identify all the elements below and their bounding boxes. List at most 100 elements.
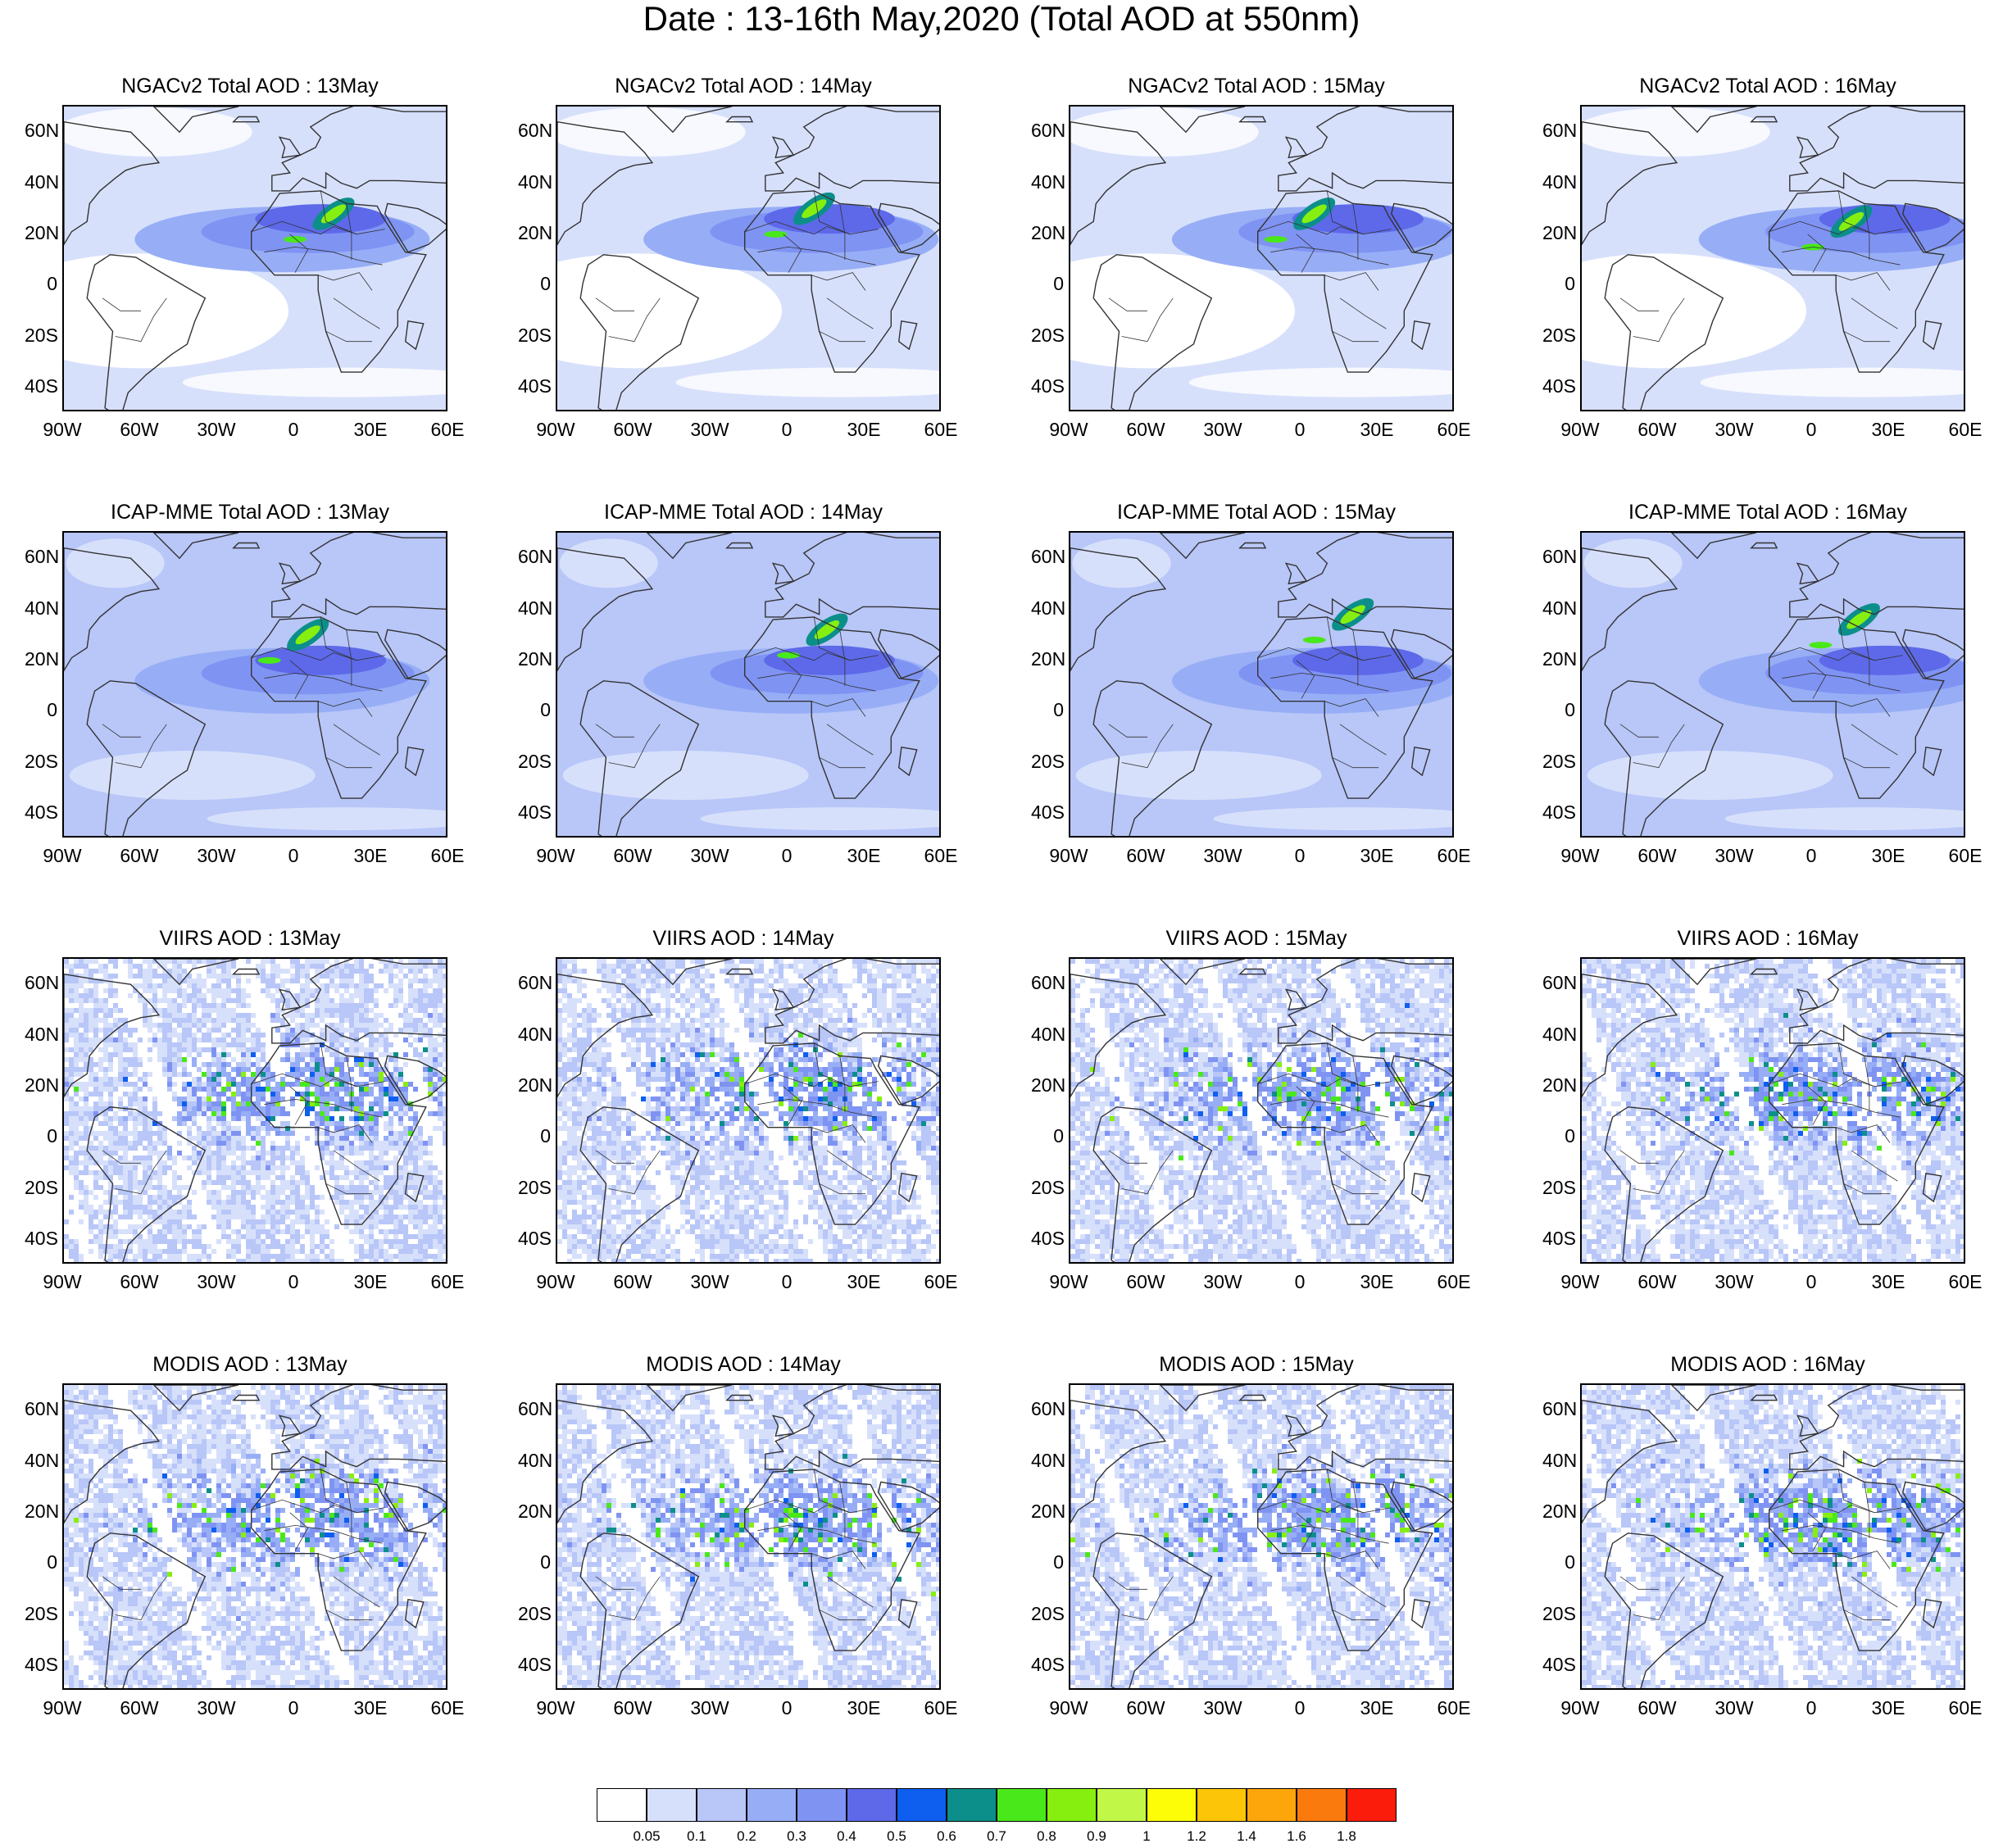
latitude-tick-label: 40N — [1542, 598, 1577, 618]
latitude-tick-label: 60N — [1031, 547, 1065, 566]
coastline — [579, 1532, 700, 1688]
coastline — [744, 616, 920, 799]
longitude-tick-label: 60E — [1933, 1698, 1998, 1718]
country-border — [115, 1150, 167, 1195]
latitude-tick-label: 20S — [1542, 1178, 1576, 1197]
country-border — [1782, 1098, 1901, 1118]
longitude-tick-label: 60W — [107, 1698, 172, 1718]
longitude-tick-label: 90W — [1547, 1272, 1613, 1292]
country-border — [1108, 297, 1147, 311]
aod-map — [557, 959, 939, 1262]
country-border — [325, 1183, 372, 1195]
country-border — [1296, 1512, 1315, 1551]
latitude-tick-label: 60N — [1031, 120, 1065, 140]
aod-map — [1070, 959, 1452, 1262]
colorbar-label: 1.2 — [1172, 1829, 1221, 1844]
panel-title: MODIS AOD : 13May — [57, 1352, 443, 1377]
country-border — [608, 297, 661, 343]
coastline — [725, 968, 754, 975]
country-border — [1326, 616, 1364, 661]
country-border — [1339, 1150, 1387, 1182]
latitude-tick-label: 0 — [518, 1552, 551, 1572]
map-panel: NGACv2 Total AOD : 14May 60N 40N 20N 0 20S 40S… — [518, 74, 977, 484]
country-border — [264, 1524, 383, 1544]
longitude-tick-label: 0 — [1267, 1698, 1333, 1718]
country-border — [1843, 1183, 1890, 1195]
aod-low-region — [559, 538, 658, 588]
coastline — [1922, 320, 1942, 351]
coastline — [1901, 629, 1964, 679]
country-border — [289, 1086, 309, 1125]
country-border — [1121, 297, 1174, 343]
country-border — [1837, 1469, 1875, 1514]
colorbar-swatch — [797, 1788, 847, 1822]
coastline — [1796, 562, 1819, 585]
latitude-tick-label: 60N — [518, 120, 552, 140]
country-border — [757, 1098, 876, 1118]
coastline — [897, 320, 918, 351]
map-panel: ICAP-MME Total AOD : 14May 60N 40N 20N 0 20S 4… — [518, 500, 977, 910]
coastline — [1159, 959, 1246, 986]
panel-title: NGACv2 Total AOD : 16May — [1575, 74, 1960, 98]
country-border — [1769, 1073, 1903, 1087]
longitude-tick-label: 60E — [908, 1272, 974, 1292]
map-frame — [1580, 1383, 1965, 1690]
country-border — [1270, 246, 1389, 266]
coastline — [152, 107, 239, 134]
country-border — [839, 1056, 846, 1112]
longitude-tick-label: 90W — [30, 420, 95, 439]
latitude-tick-label: 40S — [25, 376, 58, 396]
country-border — [1864, 203, 1870, 260]
country-border — [839, 629, 846, 686]
longitude-tick-label: 90W — [1036, 1272, 1101, 1292]
longitude-tick-label: 90W — [30, 1272, 95, 1292]
latitude-tick-label: 20N — [1031, 649, 1065, 669]
longitude-tick-label: 0 — [1778, 420, 1844, 439]
coastline — [1410, 746, 1431, 777]
colorbar-swatch — [1097, 1788, 1147, 1822]
longitude-tick-label: 90W — [523, 1272, 588, 1292]
aod-map — [1582, 533, 1964, 836]
country-border — [608, 724, 661, 769]
latitude-tick-label: 40N — [1542, 1024, 1577, 1044]
latitude-tick-label: 0 — [1031, 700, 1064, 720]
coastline — [1769, 616, 1945, 799]
panel-title: NGACv2 Total AOD : 14May — [551, 74, 936, 98]
coastline — [646, 959, 733, 986]
coastline — [771, 988, 795, 1011]
coastline — [765, 959, 939, 1044]
aod-hotspot — [814, 620, 840, 639]
coastline — [271, 107, 446, 192]
longitude-tick-label: 0 — [261, 420, 326, 439]
longitude-tick-label: 90W — [1036, 420, 1101, 439]
latitude-tick-label: 20N — [25, 223, 59, 243]
latitude-tick-label: 20N — [1542, 223, 1577, 243]
aod-low-region — [64, 253, 288, 369]
country-border — [115, 1576, 167, 1621]
longitude-tick-label: 0 — [754, 846, 820, 865]
country-border — [1843, 1609, 1890, 1621]
coastline — [1238, 542, 1267, 549]
aod-low-region — [1188, 367, 1452, 397]
latitude-tick-label: 0 — [25, 700, 57, 720]
colorbar-label: 0.3 — [772, 1829, 821, 1844]
coastline — [579, 680, 700, 836]
coastline — [384, 629, 446, 679]
coastline — [1070, 1399, 1167, 1524]
coastline — [897, 1598, 918, 1629]
country-border — [1836, 1551, 1891, 1569]
colorbar-swatch — [647, 1788, 697, 1822]
longitude-tick-label: 60E — [1933, 1272, 1998, 1292]
coastline — [1796, 136, 1819, 159]
longitude-tick-label: 60W — [600, 1698, 665, 1718]
latitude-tick-label: 40N — [518, 1451, 552, 1470]
map-panel: NGACv2 Total AOD : 15May 60N 40N 20N 0 20S 40S… — [1031, 74, 1490, 484]
country-border — [1332, 1183, 1378, 1195]
longitude-tick-label: 0 — [1267, 846, 1333, 865]
longitude-tick-label: 90W — [30, 1698, 95, 1718]
country-border — [1619, 724, 1659, 738]
country-border — [1324, 1551, 1379, 1569]
country-border — [320, 1042, 357, 1087]
country-border — [1270, 1098, 1389, 1118]
country-border — [102, 724, 141, 738]
